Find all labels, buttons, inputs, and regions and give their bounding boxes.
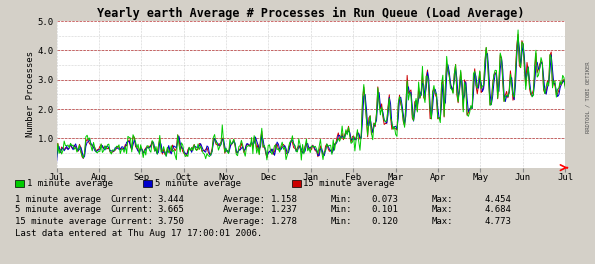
Text: 1 minute average: 1 minute average — [15, 195, 101, 204]
Text: Average:: Average: — [223, 195, 266, 204]
Title: Yearly earth Average # Processes in Run Queue (Load Average): Yearly earth Average # Processes in Run … — [97, 7, 525, 20]
Text: 0.073: 0.073 — [372, 195, 399, 204]
Text: 1.237: 1.237 — [271, 205, 298, 214]
Text: 0.120: 0.120 — [372, 217, 399, 226]
Text: 3.750: 3.750 — [158, 217, 184, 226]
Text: 15 minute average: 15 minute average — [15, 217, 107, 226]
Text: Current:: Current: — [110, 205, 153, 214]
Text: 1.278: 1.278 — [271, 217, 298, 226]
Text: Current:: Current: — [110, 195, 153, 204]
Text: Max:: Max: — [431, 217, 453, 226]
Y-axis label: Number Processes: Number Processes — [26, 51, 35, 137]
Text: Min:: Min: — [330, 205, 352, 214]
Text: 3.665: 3.665 — [158, 205, 184, 214]
Text: RRDTOOL / TOBI OETIKER: RRDTOOL / TOBI OETIKER — [585, 62, 590, 133]
Text: 1.158: 1.158 — [271, 195, 298, 204]
Text: Current:: Current: — [110, 217, 153, 226]
Text: 5 minute average: 5 minute average — [155, 179, 241, 188]
Text: Last data entered at Thu Aug 17 17:00:01 2006.: Last data entered at Thu Aug 17 17:00:01… — [15, 229, 262, 238]
Text: 4.684: 4.684 — [485, 205, 512, 214]
Text: 1 minute average: 1 minute average — [27, 179, 113, 188]
Text: 4.773: 4.773 — [485, 217, 512, 226]
Text: 0.101: 0.101 — [372, 205, 399, 214]
Text: Min:: Min: — [330, 195, 352, 204]
Text: 5 minute average: 5 minute average — [15, 205, 101, 214]
Text: 4.454: 4.454 — [485, 195, 512, 204]
Text: Max:: Max: — [431, 205, 453, 214]
Text: 3.444: 3.444 — [158, 195, 184, 204]
Text: Max:: Max: — [431, 195, 453, 204]
Text: Average:: Average: — [223, 205, 266, 214]
Text: 15 minute average: 15 minute average — [303, 179, 395, 188]
Text: Min:: Min: — [330, 217, 352, 226]
Text: Average:: Average: — [223, 217, 266, 226]
